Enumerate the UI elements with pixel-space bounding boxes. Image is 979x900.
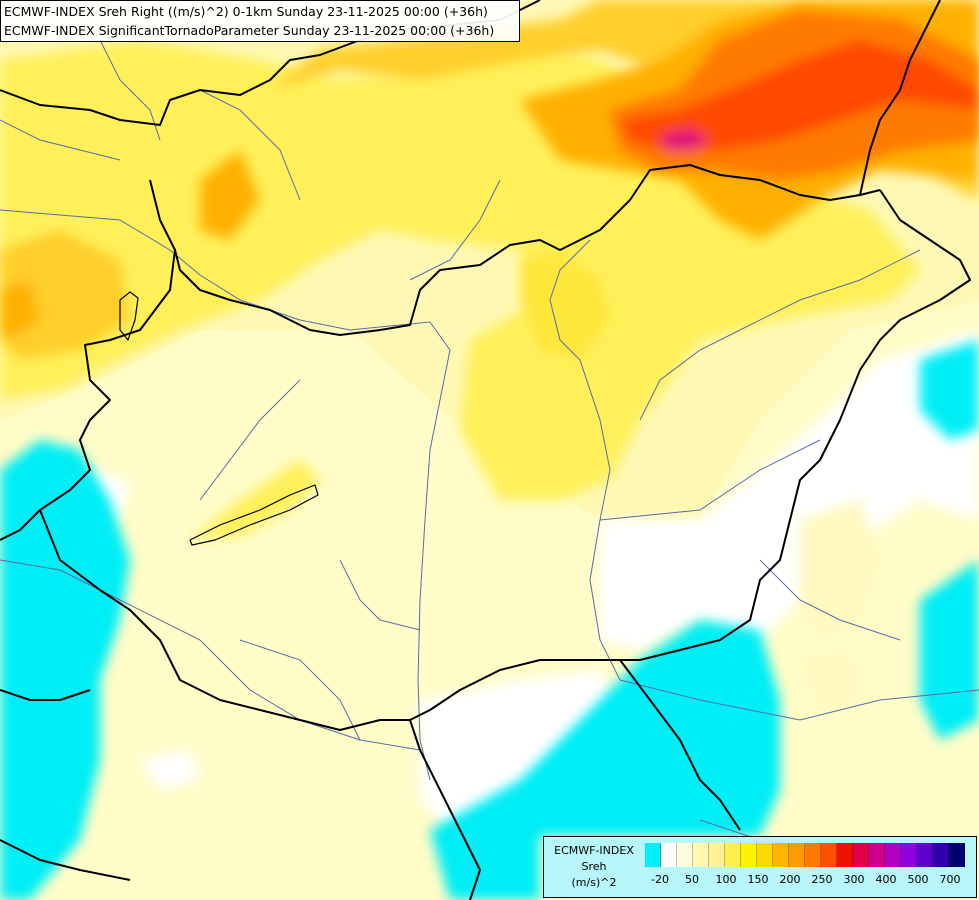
legend-tick-label: 100 — [715, 873, 737, 886]
legend-tick-label: -20 — [651, 873, 669, 886]
legend-swatch — [773, 843, 789, 867]
pale-patches — [800, 500, 880, 710]
legend-swatch — [885, 843, 901, 867]
legend-swatch — [789, 843, 805, 867]
color-legend: ECMWF-INDEX Sreh (m/s)^2 -20 50 100 150 200 2… — [543, 836, 977, 898]
border-serbia — [619, 659, 741, 831]
legend-tick-label: 150 — [747, 873, 769, 886]
header-line-stp: ECMWF-INDEX SignificantTornadoParameter … — [4, 23, 495, 38]
border-ukraine-east — [859, 0, 941, 196]
lake-neusiedl — [119, 291, 139, 341]
legend-tick-label: 250 — [811, 873, 833, 886]
border-romania — [409, 189, 971, 721]
border-south-west — [0, 839, 131, 881]
lake-balaton — [189, 484, 319, 546]
legend-swatch — [853, 843, 869, 867]
border-slovenia — [0, 689, 91, 701]
legend-swatch — [869, 843, 885, 867]
legend-tick-label: 300 — [843, 873, 865, 886]
legend-title-source: ECMWF-INDEX — [554, 844, 634, 857]
legend-swatch — [901, 843, 917, 867]
legend-tick-label: 700 — [939, 873, 961, 886]
legend-swatch — [917, 843, 933, 867]
border-croatia — [39, 509, 481, 900]
map-header: ECMWF-INDEX Sreh Right ((m/s)^2) 0-1km S… — [0, 0, 520, 42]
legend-swatch — [821, 843, 837, 867]
header-line-sreh: ECMWF-INDEX Sreh Right ((m/s)^2) 0-1km S… — [4, 4, 488, 19]
legend-title-unit: (m/s)^2 — [571, 876, 617, 889]
legend-title: ECMWF-INDEX Sreh (m/s)^2 — [544, 843, 644, 891]
legend-swatch — [709, 843, 725, 867]
legend-swatch — [933, 843, 949, 867]
white-zones — [90, 330, 979, 840]
legend-title-param: Sreh — [581, 860, 607, 873]
legend-swatch — [757, 843, 773, 867]
legend-swatch — [741, 843, 757, 867]
legend-swatch — [661, 843, 677, 867]
legend-swatch — [693, 843, 709, 867]
legend-swatch — [725, 843, 741, 867]
legend-swatch — [677, 843, 693, 867]
legend-swatch — [645, 843, 661, 867]
legend-swatch — [805, 843, 821, 867]
border-slovakia-hungary — [149, 164, 881, 336]
legend-tick-label: 400 — [875, 873, 897, 886]
cyan-zones — [0, 340, 979, 900]
border-austria — [0, 249, 176, 541]
legend-tick-label: 200 — [779, 873, 801, 886]
red-core — [610, 10, 979, 180]
legend-swatch — [837, 843, 853, 867]
legend-swatch — [949, 843, 965, 867]
legend-tick-label: 50 — [685, 873, 699, 886]
legend-tick-label: 500 — [907, 873, 929, 886]
